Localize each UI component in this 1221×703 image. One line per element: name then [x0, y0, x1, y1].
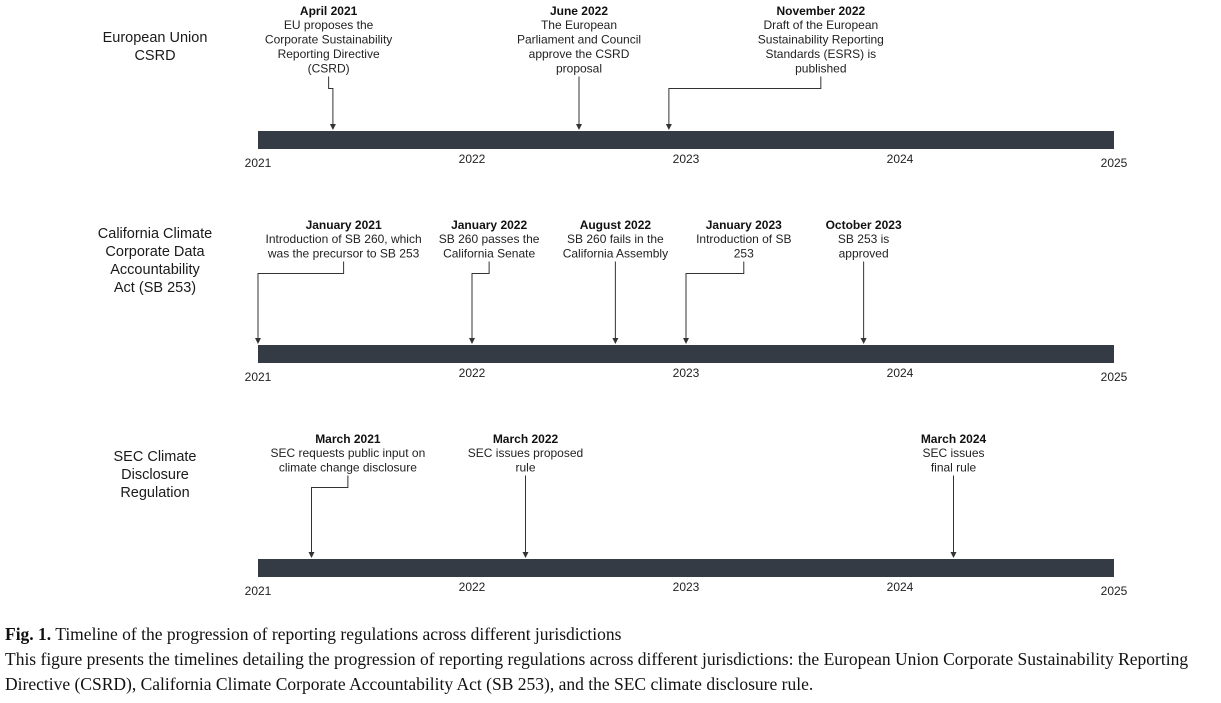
event-leader-line: [328, 76, 334, 125]
event-date: March 2024: [921, 432, 987, 446]
event-date: January 2022: [451, 218, 527, 232]
event-description-line: Draft of the European: [763, 18, 878, 32]
event-date: January 2023: [706, 218, 782, 232]
event-arrowhead: [522, 552, 529, 558]
event-description-line: SEC issues proposed: [468, 446, 583, 460]
timeline-title-line: CSRD: [134, 48, 175, 64]
event-date: June 2022: [550, 4, 608, 18]
event-date: October 2023: [826, 218, 902, 232]
event-description-line: Introduction of SB 260, which: [266, 232, 422, 246]
timeline-bar: [258, 345, 1114, 363]
timeline-title-line: Accountability: [110, 262, 200, 278]
event-description-line: (CSRD): [308, 62, 350, 76]
year-tick-label: 2021: [245, 370, 272, 384]
event-description-line: climate change disclosure: [279, 461, 417, 475]
event-description-line: Standards (ESRS) is: [765, 47, 876, 61]
event-arrowhead: [612, 338, 619, 344]
event-leader-line: [257, 261, 345, 339]
event-description-line: final rule: [931, 461, 977, 475]
event-date: March 2022: [493, 432, 559, 446]
caption-title-line: Fig. 1. Timeline of the progression of r…: [5, 622, 1219, 647]
timeline-title-line: Regulation: [120, 485, 189, 501]
event-date: August 2022: [580, 218, 652, 232]
figure-title: Timeline of the progression of reporting…: [55, 624, 622, 644]
event-description-line: Introduction of SB: [696, 232, 791, 246]
event-description-line: SEC requests public input on: [270, 446, 425, 460]
event-arrowhead: [308, 552, 315, 558]
year-tick-label: 2024: [887, 152, 914, 166]
timeline-title-line: Corporate Data: [105, 244, 205, 260]
event-leader-line: [685, 261, 745, 339]
year-tick-label: 2022: [459, 366, 486, 380]
event-description-line: SB 260 fails in the: [567, 232, 664, 246]
event-date: November 2022: [776, 4, 865, 18]
event-date: March 2021: [315, 432, 381, 446]
event-date: January 2021: [306, 218, 382, 232]
event-description-line: SB 253 is: [838, 232, 889, 246]
event-arrowhead: [860, 338, 867, 344]
event-arrowhead: [683, 338, 689, 344]
timeline-title-line: California Climate: [98, 226, 212, 242]
event-arrowhead: [576, 124, 582, 130]
timeline-bar: [258, 559, 1114, 577]
timeline-title-line: Disclosure: [121, 467, 189, 483]
event-date: April 2021: [300, 4, 358, 18]
year-tick-label: 2021: [245, 156, 272, 170]
timeline-title-line: European Union: [103, 30, 208, 46]
event-leader-line: [471, 261, 490, 339]
event-arrowhead: [950, 552, 957, 558]
event-description-line: 253: [734, 247, 754, 261]
event-description-line: rule: [515, 461, 535, 475]
event-description-line: Sustainability Reporting: [758, 33, 884, 47]
event-description-line: SEC issues: [922, 446, 984, 460]
timeline-diagram: European Union CSRD 2021 2022 2023 2024 2025 Ap…: [98, 4, 1128, 598]
event-description-line: published: [795, 62, 846, 76]
event-arrowhead: [329, 124, 336, 130]
event-description-line: Reporting Directive: [278, 47, 380, 61]
event-description-line: California Senate: [443, 247, 535, 261]
event-description-line: The European: [541, 18, 617, 32]
year-tick-label: 2022: [459, 580, 486, 594]
event-description-line: Parliament and Council: [517, 33, 641, 47]
event-description-line: was the precursor to SB 253: [267, 247, 420, 261]
event-arrowhead: [255, 338, 261, 344]
year-tick-label: 2022: [459, 152, 486, 166]
event-leader-line: [668, 76, 822, 125]
year-tick-label: 2025: [1101, 370, 1128, 384]
figure-caption: Fig. 1. Timeline of the progression of r…: [5, 622, 1219, 697]
event-description-line: SB 260 passes the: [439, 232, 540, 246]
year-tick-label: 2023: [673, 366, 700, 380]
year-tick-label: 2024: [887, 580, 914, 594]
event-arrowhead: [665, 124, 672, 130]
event-arrowhead: [469, 338, 475, 344]
year-tick-label: 2024: [887, 366, 914, 380]
event-description-line: proposal: [556, 62, 602, 76]
event-description-line: EU proposes the: [284, 18, 374, 32]
event-description-line: approved: [839, 247, 889, 261]
year-tick-label: 2023: [673, 152, 700, 166]
event-description-line: Corporate Sustainability: [265, 33, 392, 47]
timeline-title-line: SEC Climate: [114, 449, 197, 465]
timeline-figure: European Union CSRD 2021 2022 2023 2024 2025 Ap…: [98, 4, 1128, 598]
figure-description: This figure presents the timelines detai…: [5, 649, 1189, 694]
figure-label: Fig. 1.: [5, 624, 52, 644]
year-tick-label: 2025: [1101, 156, 1128, 170]
event-description-line: California Assembly: [563, 247, 668, 261]
year-tick-label: 2023: [673, 580, 700, 594]
event-description-line: approve the CSRD: [529, 47, 630, 61]
timeline-title-line: Act (SB 253): [114, 280, 196, 296]
year-tick-label: 2025: [1101, 584, 1128, 598]
event-leader-line: [311, 475, 349, 553]
timeline-bar: [258, 131, 1114, 149]
year-tick-label: 2021: [245, 584, 272, 598]
